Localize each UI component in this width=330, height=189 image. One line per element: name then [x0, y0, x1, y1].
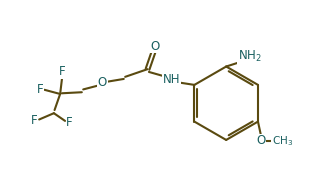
Text: O: O [256, 134, 265, 147]
Text: O: O [98, 76, 107, 89]
Text: NH$_2$: NH$_2$ [238, 49, 262, 64]
Text: CH$_3$: CH$_3$ [272, 134, 293, 148]
Text: O: O [150, 40, 160, 53]
Text: F: F [37, 83, 43, 96]
Text: NH: NH [163, 73, 180, 86]
Text: F: F [66, 116, 73, 129]
Text: F: F [31, 114, 38, 127]
Text: F: F [59, 65, 66, 78]
